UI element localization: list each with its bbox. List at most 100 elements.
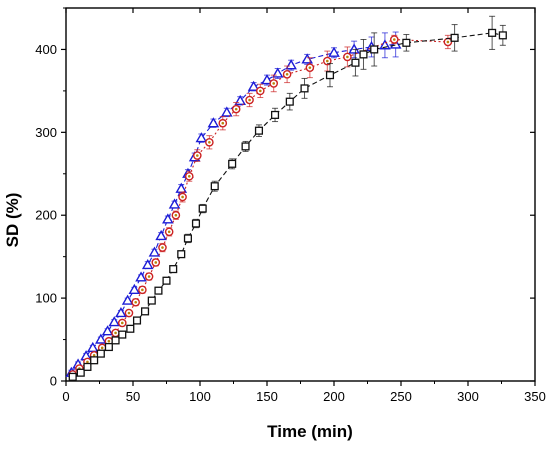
plot-area [65, 7, 536, 382]
data-point [168, 198, 181, 209]
data-point [450, 33, 459, 42]
data-point [141, 258, 154, 270]
x-tick-label: 100 [189, 389, 211, 404]
data-point-core [107, 339, 111, 343]
data-point [198, 204, 207, 213]
data-point [261, 74, 273, 85]
data-point [169, 265, 178, 274]
x-tick-label: 50 [126, 389, 140, 404]
data-point [126, 324, 135, 333]
data-point [128, 283, 141, 294]
data-point [348, 43, 360, 54]
x-tick-label: 200 [323, 389, 345, 404]
data-point [498, 31, 507, 40]
data-point [325, 71, 335, 80]
data-point [402, 38, 411, 47]
series-line [72, 32, 503, 378]
data-point [162, 276, 171, 285]
axes-layer: 0 50 100 150 200 250 300 350 0 100 200 300 400 [35, 7, 546, 404]
data-point-core [308, 66, 312, 69]
data-point-core [248, 98, 251, 102]
x-tick-label: 300 [457, 389, 479, 404]
data-point [135, 271, 147, 282]
data-point [195, 132, 208, 143]
x-tick-label: 150 [256, 389, 278, 404]
data-point [76, 368, 85, 377]
series-layer [65, 15, 507, 381]
data-point [254, 126, 264, 135]
y-axis-title: SD (%) [3, 193, 22, 248]
x-tick-label: 250 [390, 389, 412, 404]
data-point-core [154, 261, 158, 264]
data-point [68, 372, 77, 381]
x-tick-label: 0 [62, 389, 69, 404]
data-point-core [234, 107, 238, 111]
data-point [154, 286, 163, 295]
data-point [141, 307, 150, 316]
data-point-core [120, 321, 124, 325]
data-point [301, 53, 314, 64]
data-point [241, 142, 250, 151]
data-point [359, 50, 368, 59]
data-point [351, 58, 360, 67]
data-point [191, 219, 201, 228]
data-point [300, 84, 309, 93]
data-point [148, 246, 161, 257]
data-point-core [92, 354, 96, 357]
data-point-core [127, 311, 131, 315]
data-point-core [86, 360, 89, 364]
data-point [177, 250, 186, 259]
data-point [83, 362, 92, 371]
data-point-core [161, 246, 164, 249]
y-tick-label: 300 [35, 125, 57, 140]
data-point-core [196, 154, 199, 157]
data-point [118, 330, 127, 339]
data-point [121, 294, 134, 305]
data-point [132, 316, 142, 325]
data-point-core [393, 38, 396, 41]
data-point [271, 67, 284, 78]
data-point-core [346, 55, 349, 59]
data-point-core [446, 40, 450, 44]
plot-frame [65, 7, 536, 382]
y-tick-label: 0 [50, 374, 57, 389]
data-point-core [187, 174, 191, 178]
data-point-core [100, 346, 104, 350]
y-tick-label: 200 [35, 208, 57, 223]
data-point [96, 349, 105, 358]
data-point [285, 59, 297, 70]
data-point [207, 117, 220, 128]
data-point [370, 45, 379, 54]
data-point [90, 356, 99, 365]
data-point [220, 106, 233, 117]
data-point [210, 182, 219, 191]
y-tick-label: 100 [35, 291, 57, 306]
data-point [111, 336, 120, 345]
data-point-core [326, 59, 329, 63]
data-point [155, 229, 167, 241]
data-point [86, 341, 99, 352]
data-point [95, 333, 107, 344]
data-point [162, 213, 174, 224]
data-point [247, 80, 260, 91]
x-tick-label: 350 [524, 389, 546, 404]
data-point [108, 316, 121, 327]
data-point-core [181, 195, 184, 199]
data-point [101, 325, 114, 336]
data-point [228, 159, 237, 168]
series-triangle [65, 31, 402, 377]
data-point [328, 46, 340, 57]
data-point-core [208, 140, 211, 144]
data-point-core [114, 331, 117, 335]
data-point-core [259, 89, 262, 93]
data-point-core [167, 230, 171, 234]
data-point [285, 97, 294, 106]
data-point [147, 296, 156, 305]
y-tick-label: 400 [35, 42, 57, 57]
data-point [115, 307, 127, 318]
data-point [104, 342, 113, 352]
x-axis-title: Time (min) [267, 422, 353, 441]
data-point [175, 182, 188, 193]
